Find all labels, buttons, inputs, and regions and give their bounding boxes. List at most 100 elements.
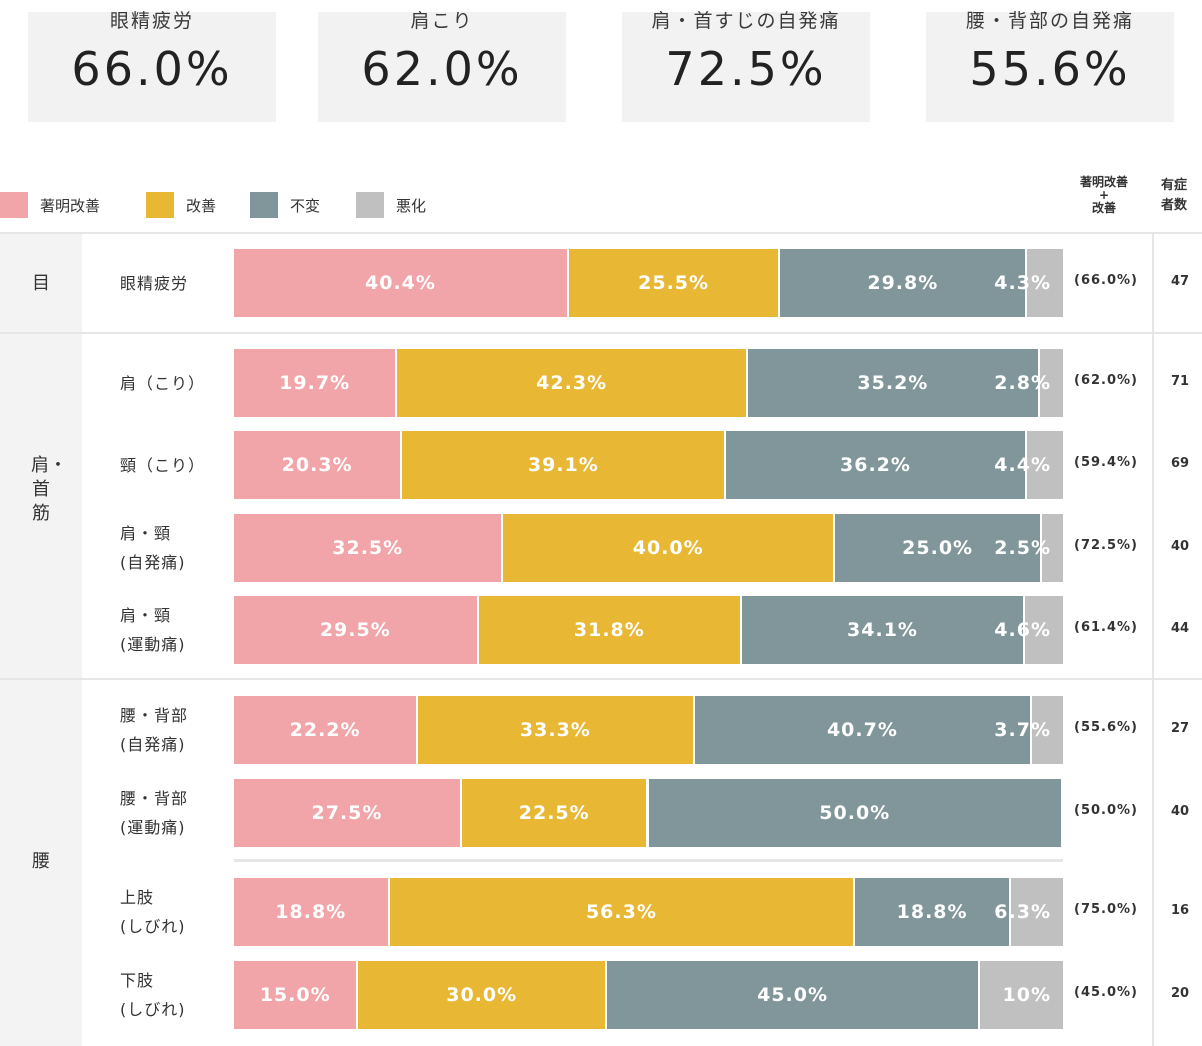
stacked-bar: 19.7% 42.3% 35.2% 2.8% [234, 349, 1063, 417]
legend-label: 著明改善 [40, 197, 101, 215]
data-label: 4.6% [994, 619, 1051, 641]
data-label: 2.8% [994, 372, 1051, 394]
data-label: 50.0% [819, 802, 891, 824]
legend-swatch [0, 192, 28, 218]
combined-rate: (50.0%) [1074, 803, 1138, 818]
bar-segment-remarkable: 22.2% [234, 696, 419, 764]
bar-segment-improved: 42.3% [397, 349, 748, 417]
group-divider [0, 678, 1202, 680]
group-band-lower-back [0, 680, 82, 1046]
column-divider [1152, 234, 1154, 1046]
bar-segment-unchanged: 50.0% [648, 779, 1063, 847]
bar-segment-improved: 31.8% [478, 596, 743, 664]
legend-label: 悪化 [396, 197, 427, 215]
bar-segment-worse: 2.8% [994, 349, 1063, 417]
row-label: 肩・頸 (運動痛) [120, 606, 186, 654]
data-label: 45.0% [757, 984, 829, 1006]
data-label: 36.2% [840, 454, 911, 476]
data-label: 4.3% [994, 272, 1051, 294]
data-label: 22.2% [289, 719, 361, 741]
card-value: 66.0% [71, 42, 233, 96]
row-label: 下肢 (しびれ) [120, 971, 186, 1019]
row-label: 肩・頸 (自発痛) [120, 524, 186, 572]
bar-segment-unchanged: 40.7% [694, 696, 1033, 764]
bar-segment-improved: 22.5% [461, 779, 649, 847]
group-label-lower-back: 腰 [32, 851, 50, 872]
bar-segment-improved: 25.5% [568, 249, 781, 317]
bar-segment-unchanged: 18.8% [855, 878, 1011, 946]
row-label: 腰・背部 (自発痛) [120, 706, 189, 754]
data-label: 56.3% [585, 901, 657, 923]
data-label: 25.0% [902, 537, 974, 559]
bar-segment-unchanged: 35.2% [747, 349, 1040, 417]
legend-swatch [356, 192, 384, 218]
data-label: 6.3% [994, 901, 1051, 923]
stacked-bar: 40.4% 25.5% 29.8% 4.3% [234, 249, 1063, 317]
data-label: 29.8% [867, 272, 939, 294]
bar-segment-worse: 4.4% [994, 431, 1063, 499]
group-band-shoulder-neck [0, 334, 82, 678]
data-label: 29.5% [319, 619, 391, 641]
patient-count: 40 [1170, 804, 1190, 819]
row-label: 上肢 (しびれ) [120, 888, 186, 936]
card-label: 肩・首すじの自発痛 [651, 10, 841, 32]
legend-swatch [146, 192, 174, 218]
data-label: 33.3% [519, 719, 591, 741]
header-line: 有症 [1160, 178, 1187, 193]
stacked-bar: 32.5% 40.0% 25.0% 2.5% [234, 514, 1063, 582]
bar-segment-worse: 6.3% [994, 878, 1063, 946]
stacked-bar: 29.5% 31.8% 34.1% 4.6% [234, 596, 1063, 664]
combined-rate: (66.0%) [1074, 273, 1138, 288]
table-top-border [0, 232, 1202, 234]
patient-count: 44 [1170, 621, 1190, 636]
patient-count: 69 [1170, 456, 1190, 471]
stacked-bar: 15.0% 30.0% 45.0% 10% [234, 961, 1063, 1029]
data-label: 25.5% [638, 272, 710, 294]
stacked-bar: 27.5% 22.5% 50.0% [234, 779, 1063, 847]
data-label: 3.7% [994, 719, 1051, 741]
data-label: 18.8% [896, 901, 968, 923]
bar-segment-improved: 56.3% [389, 878, 856, 946]
row-label: 頸（こり） [120, 455, 206, 475]
bar-segment-unchanged: 25.0% [835, 514, 1043, 582]
combined-rate: (45.0%) [1074, 985, 1138, 1000]
group-label-text: 肩・首筋 [31, 455, 67, 524]
card-value: 62.0% [361, 42, 523, 96]
bar-segment-remarkable: 18.8% [234, 878, 390, 946]
patient-count: 71 [1170, 374, 1190, 389]
data-label: 22.5% [518, 802, 590, 824]
data-label: 30.0% [446, 984, 518, 1006]
data-label: 35.2% [857, 372, 929, 394]
combined-rate: (62.0%) [1074, 373, 1138, 388]
card-label: 腰・背部の自発痛 [965, 10, 1134, 32]
bar-segment-remarkable: 15.0% [234, 961, 359, 1029]
combined-rate: (61.4%) [1074, 620, 1138, 635]
data-label: 20.3% [281, 454, 353, 476]
stacked-bar: 20.3% 39.1% 36.2% 4.4% [234, 431, 1063, 499]
data-label: 34.1% [847, 619, 918, 641]
group-label-shoulder-neck: 肩・首筋 [0, 454, 82, 526]
sub-divider [234, 859, 1063, 862]
group-label-eye: 目 [32, 273, 50, 294]
bar-segment-improved: 39.1% [402, 431, 727, 499]
patients-header: 有症 者数 [1152, 176, 1196, 216]
group-band-eye [0, 234, 82, 332]
summary-card-neck-pain: 肩・首すじの自発痛 72.5% [622, 10, 870, 122]
data-label: 39.1% [527, 454, 599, 476]
data-label: 31.8% [573, 619, 645, 641]
legend-label: 改善 [186, 197, 217, 215]
bar-segment-improved: 33.3% [418, 696, 695, 764]
header-plus: + [1098, 188, 1110, 202]
bar-segment-unchanged: 29.8% [780, 249, 1028, 317]
row-label: 腰・背部 (運動痛) [120, 789, 189, 837]
combined-rate: (55.6%) [1074, 720, 1138, 735]
data-label: 40.7% [826, 719, 898, 741]
data-label: 32.5% [332, 537, 404, 559]
combined-rate: (75.0%) [1074, 902, 1138, 917]
data-label: 42.3% [536, 372, 608, 394]
card-value: 55.6% [969, 42, 1131, 96]
patient-count: 20 [1170, 986, 1190, 1001]
header-line: 著明改善 [1079, 175, 1128, 189]
bar-segment-remarkable: 29.5% [234, 596, 479, 664]
bar-segment-remarkable: 32.5% [234, 514, 504, 582]
